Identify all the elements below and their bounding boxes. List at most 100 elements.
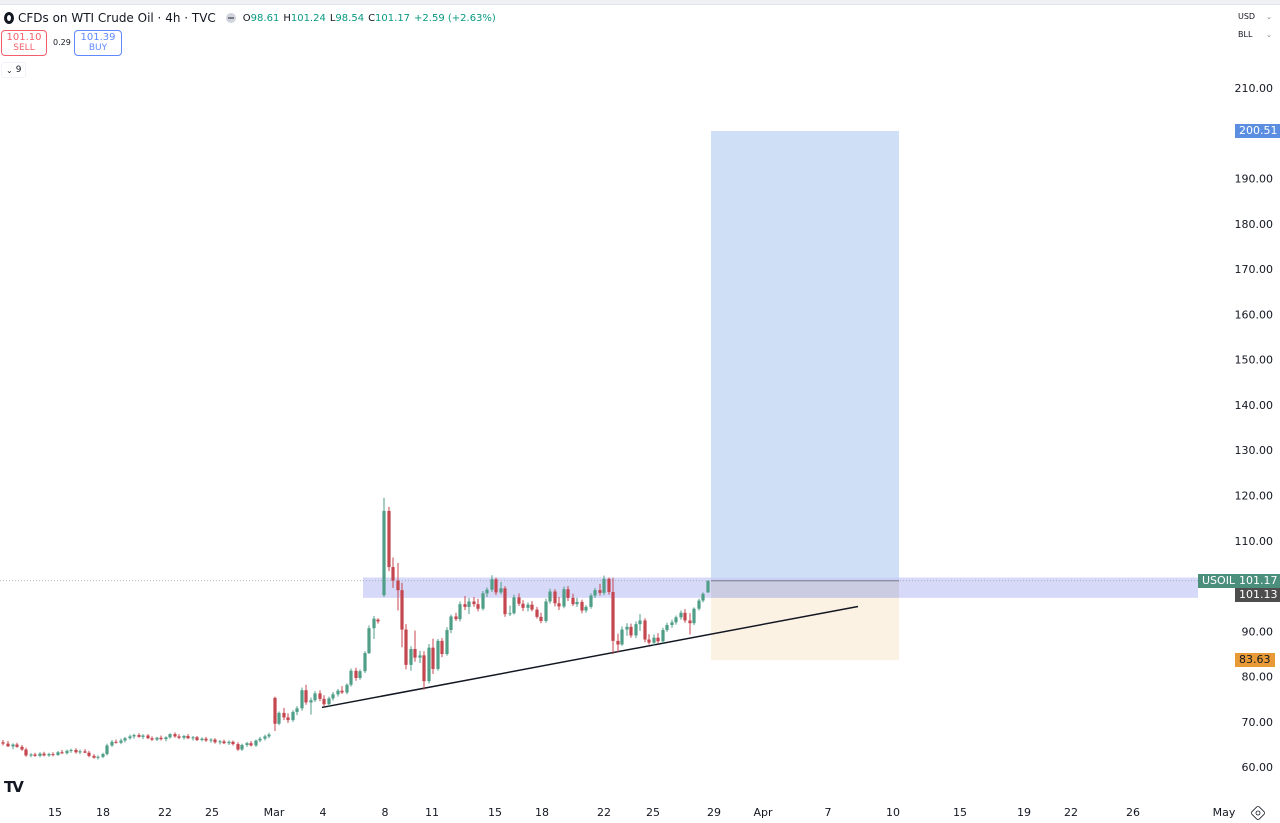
candle-body xyxy=(472,601,476,605)
candle-body xyxy=(249,743,253,746)
candle-body xyxy=(485,589,489,594)
candle-body xyxy=(679,612,683,618)
y-axis-label: 70.00 xyxy=(1242,716,1274,729)
candle-body xyxy=(327,698,331,705)
candle-body xyxy=(458,604,462,620)
ohlc-low: L98.54 xyxy=(329,12,365,24)
candle-body xyxy=(602,578,606,593)
candle-body xyxy=(566,589,570,598)
x-axis-label: 26 xyxy=(1126,806,1140,819)
candle-body xyxy=(616,640,620,645)
candle-body xyxy=(449,616,453,631)
x-axis-label: 10 xyxy=(886,806,900,819)
candle-body xyxy=(83,751,87,753)
sell-label: SELL xyxy=(13,43,35,53)
market-status-icon[interactable] xyxy=(225,13,236,23)
ohlc-change: +2.59 (+2.63%) xyxy=(414,12,496,24)
candle-body xyxy=(204,738,208,741)
candle-body xyxy=(24,749,28,756)
candle-body xyxy=(291,711,295,721)
candle-body xyxy=(697,600,701,609)
candle-body xyxy=(213,739,217,743)
y-axis-label: 210.00 xyxy=(1235,82,1274,95)
candle-body xyxy=(245,743,249,746)
candle-body xyxy=(575,601,579,605)
sell-button[interactable]: 101.10 SELL xyxy=(1,30,47,56)
candle-body xyxy=(526,604,530,608)
x-axis-label: 18 xyxy=(535,806,549,819)
candle-body xyxy=(218,741,222,743)
candle-body xyxy=(240,745,244,750)
candle-body xyxy=(110,741,114,746)
candle-body xyxy=(638,620,642,625)
candle-body xyxy=(318,693,322,699)
tradingview-logo[interactable]: TV xyxy=(4,778,24,796)
candle-body xyxy=(92,755,96,758)
indicators-count: 9 xyxy=(15,65,22,75)
candle-body xyxy=(589,595,593,607)
candle-body xyxy=(119,740,123,743)
candle-body xyxy=(665,625,669,631)
candle-body xyxy=(331,694,335,699)
y-axis-label: 80.00 xyxy=(1242,671,1274,684)
candle-body xyxy=(137,735,141,737)
symbol-legend[interactable]: CFDs on WTI Crude Oil · 4h · TVC O98.61 … xyxy=(4,10,500,26)
candle-body xyxy=(286,717,290,721)
y-axis-label: 170.00 xyxy=(1235,263,1274,276)
candle-body xyxy=(490,579,494,590)
candle-body xyxy=(141,735,145,737)
y-axis-label: 140.00 xyxy=(1235,399,1274,412)
candle-body xyxy=(56,752,60,755)
candle-body xyxy=(544,601,548,621)
candle-body xyxy=(69,749,73,751)
candle-body xyxy=(336,690,340,695)
candle-body xyxy=(254,740,258,746)
buy-price: 101.39 xyxy=(80,32,116,43)
candle-body xyxy=(427,647,431,682)
candle-body xyxy=(87,752,91,756)
candle-body xyxy=(553,591,557,604)
candle-body xyxy=(282,712,286,718)
symbol-title[interactable]: CFDs on WTI Crude Oil · 4h · TVC xyxy=(18,11,216,25)
y-axis-label: 90.00 xyxy=(1242,625,1274,638)
ohlc-open: O98.61 xyxy=(242,12,280,24)
candle-body xyxy=(404,629,408,665)
candle-body xyxy=(387,510,391,568)
candle-body xyxy=(1,742,5,744)
candle-body xyxy=(42,753,46,756)
window-top-bar xyxy=(0,0,1280,5)
candle-body xyxy=(354,670,358,678)
unit-select[interactable]: BLL ⌄ xyxy=(1232,26,1276,44)
x-axis-label: 15 xyxy=(48,806,62,819)
candle-body xyxy=(231,741,235,745)
candle-body xyxy=(652,637,656,643)
candle-body xyxy=(557,603,561,607)
candle-body xyxy=(358,671,362,678)
last-price-tag: 101.17 xyxy=(1235,573,1280,588)
candle-body xyxy=(74,749,78,753)
chevron-down-icon: ⌄ xyxy=(1266,31,1272,39)
candle-body xyxy=(146,735,150,739)
candle-body xyxy=(6,743,10,747)
candle-body xyxy=(647,639,651,643)
buy-label: BUY xyxy=(88,43,108,53)
x-axis-label: 22 xyxy=(597,806,611,819)
indicators-toggle-button[interactable]: ⌄ 9 xyxy=(1,62,27,78)
candle-body xyxy=(236,744,240,750)
candle-body xyxy=(445,630,449,654)
x-axis-label: Mar xyxy=(264,806,285,819)
x-axis-label: 15 xyxy=(953,806,967,819)
candle-body xyxy=(476,604,480,609)
ohlc-close: C101.17 xyxy=(368,12,411,24)
candle-body xyxy=(267,734,271,737)
candle-body xyxy=(530,604,534,610)
x-axis-label: 7 xyxy=(825,806,832,819)
currency-select[interactable]: USD ⌄ xyxy=(1232,8,1276,26)
chevron-down-icon: ⌄ xyxy=(6,65,13,75)
resistance-band xyxy=(363,577,1198,598)
candle-body xyxy=(494,579,498,593)
candle-body xyxy=(463,604,467,607)
chevron-down-icon: ⌄ xyxy=(1266,13,1272,21)
buy-button[interactable]: 101.39 BUY xyxy=(74,30,122,56)
